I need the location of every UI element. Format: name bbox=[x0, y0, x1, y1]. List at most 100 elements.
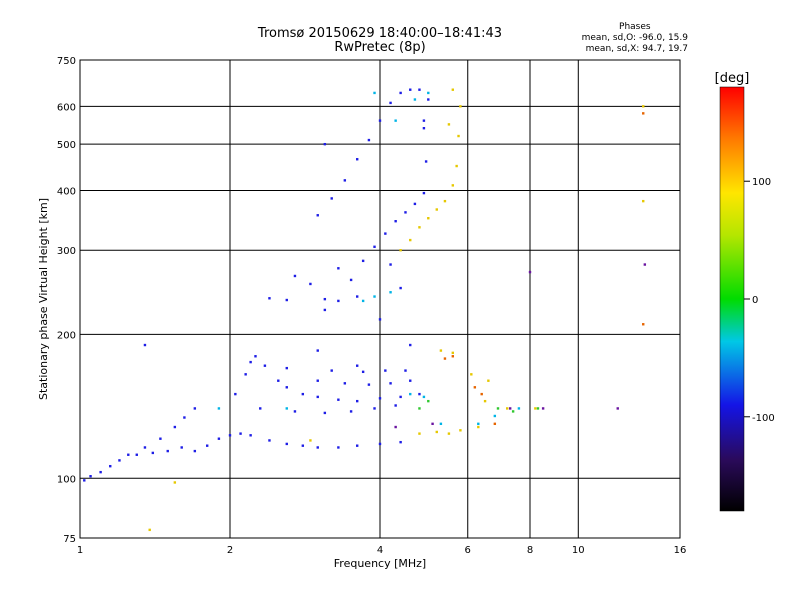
data-point bbox=[355, 399, 359, 403]
data-point bbox=[367, 383, 371, 386]
data-point bbox=[205, 444, 209, 447]
data-point bbox=[268, 297, 271, 300]
data-point bbox=[316, 349, 319, 352]
data-point bbox=[99, 470, 102, 474]
data-point bbox=[89, 475, 92, 478]
data-point bbox=[389, 382, 392, 385]
colorbar-tick-label: 100 bbox=[752, 177, 771, 188]
data-point bbox=[443, 357, 447, 360]
data-point bbox=[413, 98, 417, 101]
x-tick-label: 16 bbox=[674, 545, 687, 556]
data-point bbox=[389, 291, 392, 294]
data-point bbox=[301, 444, 305, 447]
data-point bbox=[389, 263, 392, 266]
y-tick-label: 600 bbox=[57, 102, 76, 113]
data-point bbox=[337, 267, 340, 270]
data-point bbox=[373, 295, 376, 298]
data-point bbox=[384, 369, 387, 372]
data-point bbox=[301, 392, 305, 396]
x-tick-label: 4 bbox=[377, 545, 383, 556]
data-point bbox=[109, 464, 112, 468]
x-tick-label: 10 bbox=[572, 545, 585, 556]
colorbar-label: [deg] bbox=[715, 71, 750, 86]
data-point bbox=[355, 158, 359, 161]
data-point bbox=[418, 407, 421, 410]
data-point bbox=[127, 453, 130, 456]
data-point bbox=[394, 404, 397, 407]
data-point bbox=[418, 88, 421, 91]
data-point bbox=[427, 399, 430, 403]
data-point bbox=[451, 184, 455, 187]
data-point bbox=[642, 199, 645, 203]
data-point bbox=[399, 395, 402, 399]
data-point bbox=[173, 481, 177, 484]
data-point bbox=[399, 440, 402, 444]
data-point bbox=[159, 437, 162, 440]
data-point bbox=[528, 270, 532, 274]
data-point bbox=[373, 91, 376, 95]
y-tick-label: 400 bbox=[57, 186, 76, 197]
data-point bbox=[143, 343, 147, 347]
data-point bbox=[193, 407, 197, 410]
data-point bbox=[285, 298, 288, 302]
colorbar-tick-label: -100 bbox=[752, 413, 775, 424]
data-point bbox=[183, 416, 186, 419]
data-point bbox=[427, 91, 430, 95]
y-tick-label: 300 bbox=[57, 246, 76, 257]
data-point bbox=[457, 134, 460, 138]
data-point bbox=[496, 407, 500, 410]
data-point bbox=[316, 446, 319, 449]
data-point bbox=[447, 123, 451, 126]
data-point bbox=[451, 351, 455, 355]
data-point bbox=[394, 119, 397, 122]
data-point bbox=[263, 364, 267, 367]
data-point bbox=[330, 197, 333, 200]
data-point bbox=[378, 397, 382, 400]
data-point bbox=[249, 360, 252, 364]
data-point bbox=[118, 459, 121, 462]
tick-labels: 1 2 4 6 8 10 16 75 100 200 300 400 500 600 750 bbox=[57, 56, 686, 556]
data-point bbox=[249, 434, 252, 437]
data-point bbox=[455, 164, 458, 168]
data-point bbox=[378, 318, 382, 321]
x-tick-label: 1 bbox=[77, 545, 83, 556]
data-point bbox=[309, 282, 312, 286]
y-tick-label: 75 bbox=[63, 534, 76, 545]
data-point bbox=[536, 407, 540, 410]
data-point bbox=[259, 407, 262, 410]
data-point bbox=[349, 278, 353, 282]
plot-frame bbox=[79, 59, 681, 539]
data-point bbox=[399, 286, 402, 290]
data-point bbox=[193, 449, 197, 453]
data-point bbox=[418, 392, 421, 396]
data-point bbox=[217, 437, 221, 440]
data-point bbox=[384, 232, 387, 235]
y-tick-label: 750 bbox=[57, 56, 76, 67]
data-point bbox=[355, 364, 359, 367]
data-point bbox=[148, 528, 151, 532]
data-point bbox=[378, 442, 382, 446]
data-point bbox=[459, 105, 462, 108]
data-point bbox=[642, 323, 645, 326]
data-point bbox=[404, 369, 407, 372]
data-point bbox=[337, 446, 340, 449]
data-point bbox=[373, 245, 376, 248]
data-point bbox=[228, 434, 232, 437]
data-point bbox=[409, 88, 412, 91]
data-point bbox=[443, 199, 447, 203]
data-point bbox=[459, 429, 462, 432]
grid-lines bbox=[80, 60, 680, 538]
colorbar bbox=[719, 86, 745, 512]
chart-subtitle: RwPretec (8p) bbox=[334, 40, 426, 55]
data-point bbox=[477, 425, 480, 429]
data-point bbox=[244, 373, 247, 376]
data-point bbox=[427, 217, 430, 220]
data-point bbox=[616, 407, 619, 410]
data-point bbox=[418, 226, 421, 229]
chart-title: Tromsø 20150629 18:40:00–18:41:43 bbox=[257, 26, 503, 41]
phase-stats-x: mean, sd,X: 94.7, 19.7 bbox=[585, 44, 688, 54]
data-point bbox=[447, 432, 451, 435]
data-point bbox=[439, 349, 443, 352]
data-point bbox=[451, 355, 455, 358]
data-point bbox=[361, 370, 365, 374]
